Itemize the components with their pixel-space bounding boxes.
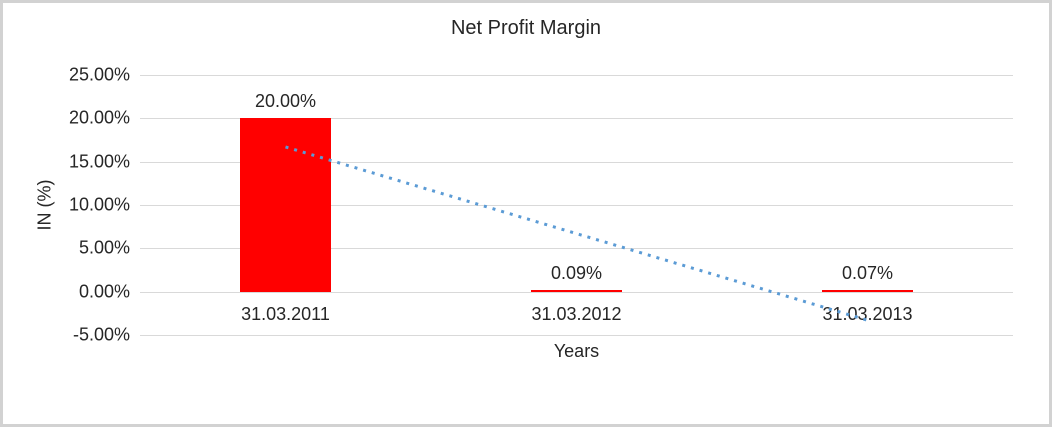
y-tick-label: 15.00% (68, 151, 130, 172)
chart-title: Net Profit Margin (450, 17, 602, 39)
bar (531, 289, 622, 292)
x-axis-title: Years (553, 341, 600, 361)
bar (822, 289, 913, 292)
y-axis-title: IN (%) (34, 179, 55, 231)
y-gridline (140, 335, 1013, 336)
y-tick-label: 10.00% (68, 194, 130, 215)
bar-value-label: 20.00% (254, 91, 317, 112)
y-tick-label: -5.00% (72, 324, 130, 345)
y-gridline (140, 75, 1013, 76)
x-category-label: 31.03.2011 (241, 303, 330, 324)
trendline (285, 145, 868, 322)
y-gridline (140, 292, 1013, 293)
x-category-label: 31.03.2012 (531, 303, 622, 324)
y-tick-label: 20.00% (68, 107, 130, 128)
y-gridline (140, 118, 1013, 119)
bar-value-label: 0.07% (841, 262, 894, 283)
y-tick-label: 5.00% (78, 237, 130, 258)
bar-value-label: 0.09% (550, 262, 603, 283)
bar (240, 118, 331, 292)
y-tick-label: 0.00% (78, 281, 130, 302)
x-category-label: 31.03.2013 (822, 303, 913, 324)
y-tick-label: 25.00% (68, 64, 130, 85)
